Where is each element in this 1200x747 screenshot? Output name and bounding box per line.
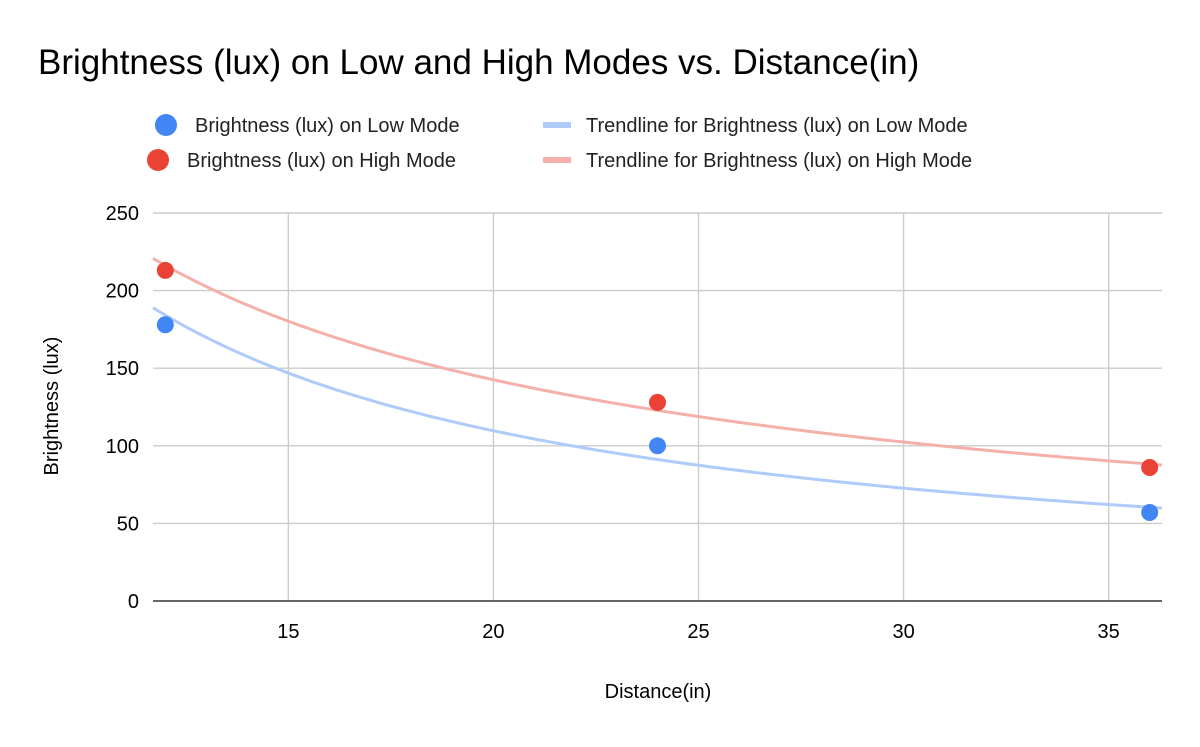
trendline-low-mode	[152, 306, 1163, 510]
x-tick-label: 35	[1098, 621, 1120, 643]
legend: Brightness (lux) on Low Mode Brightness (…	[147, 114, 972, 172]
y-tick-label: 50	[117, 513, 139, 535]
legend-label: Trendline for Brightness (lux) on High M…	[586, 150, 972, 172]
legend-label: Brightness (lux) on High Mode	[187, 150, 456, 172]
y-tick-label: 0	[128, 591, 139, 613]
data-point-low-mode	[649, 437, 666, 455]
y-tick-label: 100	[106, 436, 139, 458]
x-tick-label: 15	[277, 621, 299, 643]
y-tick-label: 250	[106, 203, 139, 225]
legend-item-high-mode: Brightness (lux) on High Mode	[147, 149, 456, 172]
data-point-low-mode	[156, 316, 174, 334]
legend-label: Brightness (lux) on Low Mode	[195, 115, 460, 137]
axes: 0 50 100 150 200 250 15 20 25 30 35	[106, 203, 1162, 643]
x-tick-label: 20	[482, 621, 504, 643]
data-point-low-mode	[1141, 504, 1159, 522]
y-axis-label: Brightness (lux)	[41, 337, 63, 476]
legend-item-low-trendline: Trendline for Brightness (lux) on Low Mo…	[543, 115, 968, 137]
legend-marker-dot	[147, 149, 169, 171]
x-axis-label: Distance(in)	[605, 681, 712, 703]
x-tick-label: 30	[892, 621, 914, 643]
data-point-high-mode	[649, 393, 666, 411]
data-point-high-mode	[1141, 459, 1159, 477]
y-tick-label: 150	[106, 358, 139, 380]
chart-title: Brightness (lux) on Low and High Modes v…	[38, 43, 919, 82]
legend-item-high-trendline: Trendline for Brightness (lux) on High M…	[543, 150, 972, 172]
legend-item-low-mode: Brightness (lux) on Low Mode	[155, 114, 460, 137]
x-tick-label: 25	[687, 621, 709, 643]
legend-label: Trendline for Brightness (lux) on Low Mo…	[586, 115, 968, 137]
y-tick-label: 200	[106, 281, 139, 303]
legend-marker-dot	[155, 114, 177, 136]
data-point-high-mode	[156, 261, 174, 279]
points	[156, 261, 1159, 522]
